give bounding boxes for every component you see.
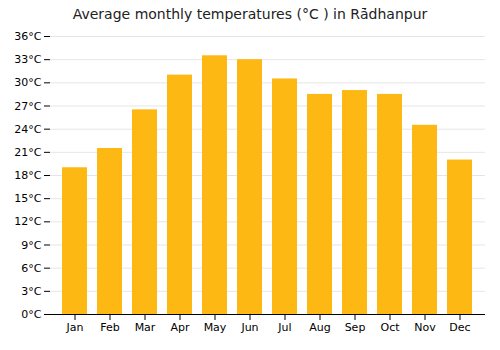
svg-text:24°C: 24°C [14, 123, 41, 136]
svg-text:Oct: Oct [380, 321, 400, 334]
svg-text:Sep: Sep [345, 321, 366, 334]
svg-text:Nov: Nov [414, 321, 436, 334]
svg-text:15°C: 15°C [14, 192, 41, 205]
svg-text:Jan: Jan [66, 321, 84, 334]
svg-text:9°C: 9°C [21, 239, 41, 252]
html-text:Average monthly temperatures (: Average monthly temperatures (°C ) in Rā… [72, 6, 428, 22]
svg-text:Apr: Apr [170, 321, 190, 334]
svg-text:36°C: 36°C [14, 30, 41, 43]
svg-text:6°C: 6°C [21, 262, 41, 275]
svg-text:18°C: 18°C [14, 169, 41, 182]
svg-text:30°C: 30°C [14, 76, 41, 89]
svg-text:27°C: 27°C [14, 100, 41, 113]
svg-text:21°C: 21°C [14, 146, 41, 159]
svg-text:Aug: Aug [309, 321, 330, 334]
svg-text:Jun: Jun [240, 321, 258, 334]
svg-text:Jul: Jul [277, 321, 291, 334]
svg-text:Dec: Dec [449, 321, 470, 334]
svg-text:12°C: 12°C [14, 215, 41, 228]
svg-text:33°C: 33°C [14, 53, 41, 66]
svg-text:0°C: 0°C [21, 308, 41, 321]
svg-text:3°C: 3°C [21, 285, 41, 298]
svg-text:Mar: Mar [135, 321, 156, 334]
svg-text:May: May [204, 321, 227, 334]
svg-text:Feb: Feb [100, 321, 119, 334]
